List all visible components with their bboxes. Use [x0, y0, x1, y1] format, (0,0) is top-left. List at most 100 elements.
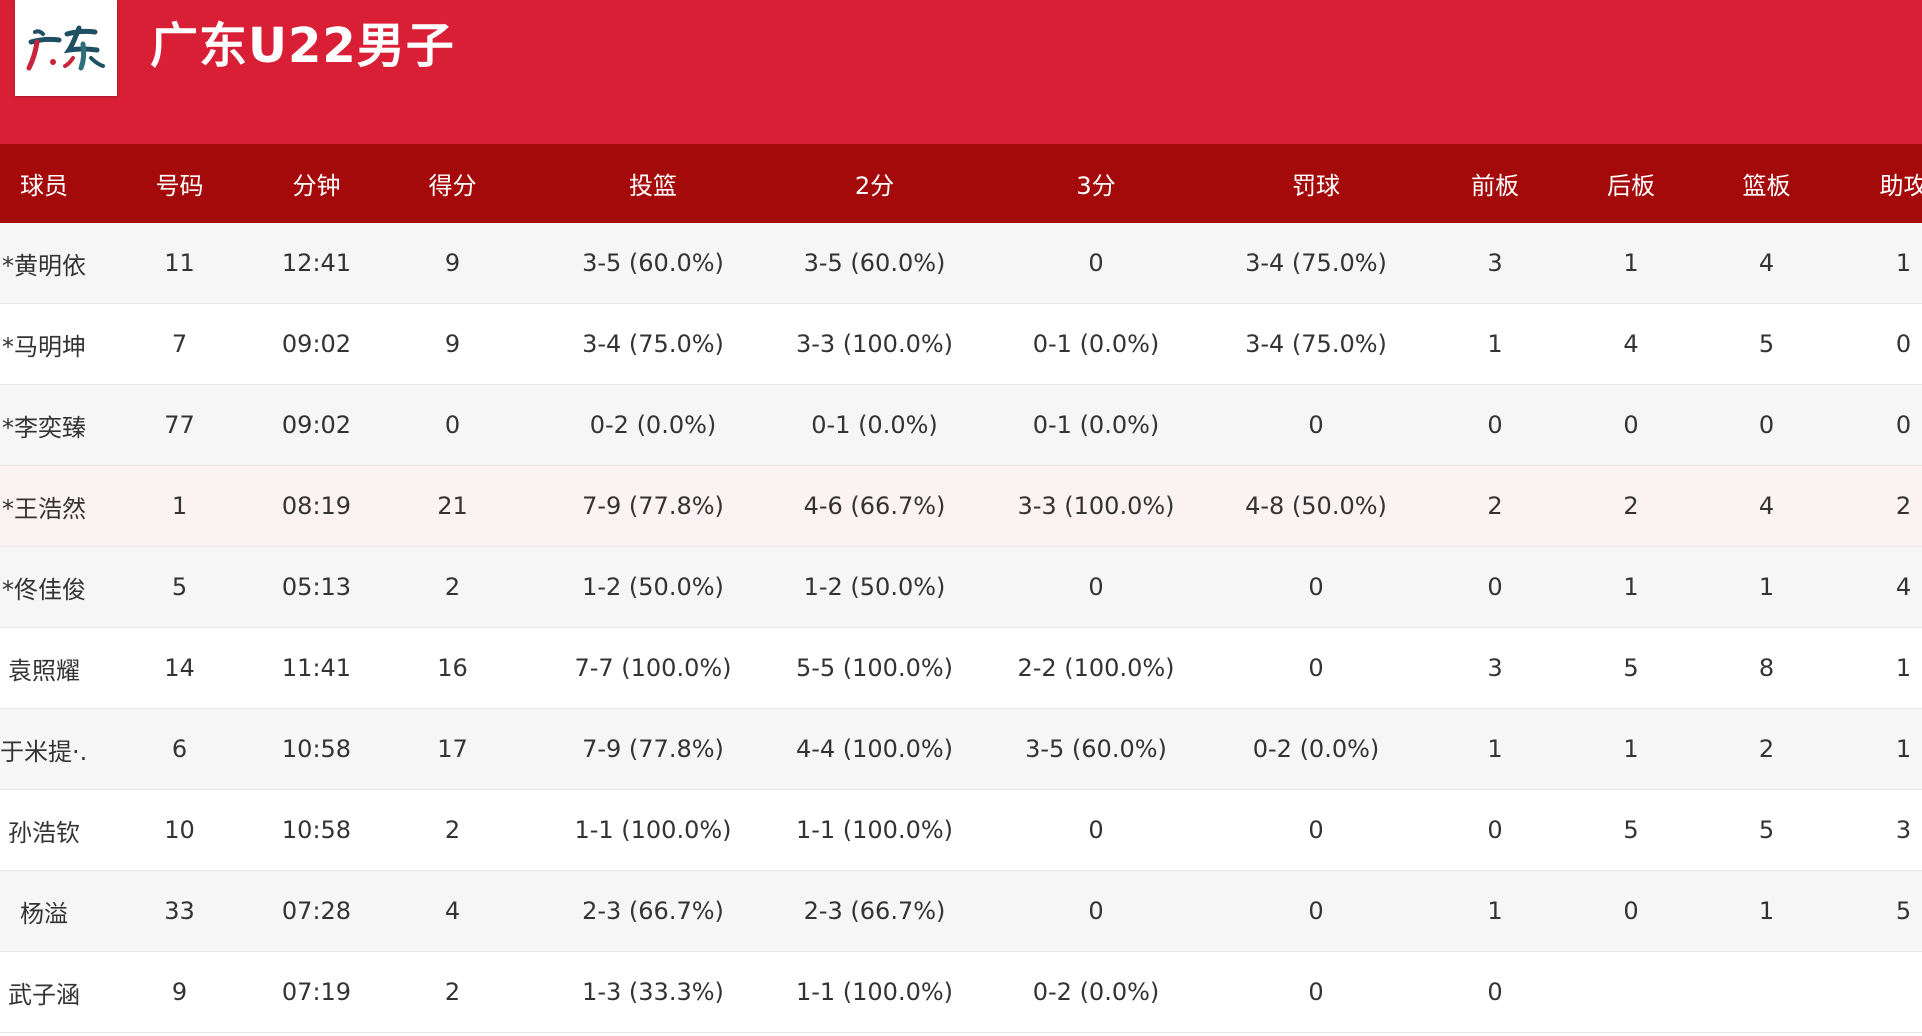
- stat-cell: 10: [88, 789, 271, 871]
- stat-cell: 5-5 (100.0%): [763, 627, 986, 709]
- player-row[interactable]: *佟佳俊 5 05:13 2 1-2 (50.0%) 1-2 (50.0%) 0 0 0 1 1 4: [0, 546, 1922, 628]
- stat-cell: 7-9 (77.8%): [543, 708, 763, 790]
- stat-cell: [1835, 951, 1922, 1033]
- stat-cell: 9: [88, 951, 271, 1033]
- stat-cell: 16: [362, 627, 543, 709]
- stat-cell: 3-5 (60.0%): [763, 223, 986, 304]
- stat-cell: 0: [986, 789, 1206, 871]
- stat-cell: 0: [1206, 627, 1426, 709]
- player-name-cell[interactable]: 孙浩钦: [0, 789, 88, 871]
- column-header[interactable]: 2分: [763, 144, 986, 223]
- stat-cell: 5: [1564, 627, 1698, 709]
- player-name-cell[interactable]: *佟佳俊: [0, 546, 88, 628]
- player-name-cell[interactable]: 袁照耀: [0, 627, 88, 709]
- stat-cell: 0-1 (0.0%): [986, 303, 1206, 385]
- stat-cell: 2-3 (66.7%): [763, 870, 986, 952]
- player-name-cell[interactable]: *李奕臻: [0, 384, 88, 466]
- stat-cell: 77: [88, 384, 271, 466]
- stat-cell: 3: [1426, 627, 1564, 709]
- column-header[interactable]: 分钟: [271, 144, 362, 223]
- stat-cell: 2: [1835, 465, 1922, 547]
- player-stats-table: 球员 号码 分钟 得分 投篮 2分 3分 罚球 前板 后板 篮板 助攻 *黄明依 11 12:41 9 3-5…: [0, 144, 1922, 1033]
- stat-cell: 0: [1206, 951, 1426, 1033]
- stat-cell: 3-3 (100.0%): [986, 465, 1206, 547]
- player-row[interactable]: 武子涵 9 07:19 2 1-3 (33.3%) 1-1 (100.0%) 0-2 (0.…: [0, 951, 1922, 1033]
- player-row[interactable]: 袁照耀 14 11:41 16 7-7 (100.0%) 5-5 (100.0%) 2-2 …: [0, 627, 1922, 709]
- stat-cell: 3-4 (75.0%): [1206, 223, 1426, 304]
- stat-cell: 0: [1426, 384, 1564, 466]
- stat-cell: 1-1 (100.0%): [543, 789, 763, 871]
- column-header[interactable]: 篮板: [1698, 144, 1835, 223]
- stat-cell: 2-2 (100.0%): [986, 627, 1206, 709]
- stat-cell: 0: [1564, 384, 1698, 466]
- column-header[interactable]: 助攻: [1835, 144, 1922, 223]
- stat-cell: 1: [1698, 870, 1835, 952]
- stat-cell: 5: [1564, 789, 1698, 871]
- column-header[interactable]: 投篮: [543, 144, 763, 223]
- column-header[interactable]: 罚球: [1206, 144, 1426, 223]
- stat-cell: 4: [362, 870, 543, 952]
- stat-cell: 3-5 (60.0%): [986, 708, 1206, 790]
- stat-cell: 3-4 (75.0%): [1206, 303, 1426, 385]
- stat-cell: 2: [1564, 465, 1698, 547]
- player-row[interactable]: 于米提·.. 6 10:58 17 7-9 (77.8%) 4-4 (100.0%) 3-5…: [0, 708, 1922, 790]
- stat-cell: 0: [1564, 870, 1698, 952]
- stat-cell: 1: [1835, 627, 1922, 709]
- stat-cell: 0: [1426, 789, 1564, 871]
- stat-cell: 0: [1698, 384, 1835, 466]
- stat-cell: 1: [1426, 708, 1564, 790]
- stat-cell: 1: [1426, 870, 1564, 952]
- stat-cell: 0: [1206, 789, 1426, 871]
- stat-cell: 17: [362, 708, 543, 790]
- stat-cell: 07:19: [271, 951, 362, 1033]
- player-name-cell[interactable]: 杨溢: [0, 870, 88, 952]
- player-row[interactable]: *马明坤 7 09:02 9 3-4 (75.0%) 3-3 (100.0%) 0-1 (0…: [0, 303, 1922, 385]
- player-row[interactable]: *王浩然 1 08:19 21 7-9 (77.8%) 4-6 (66.7%) 3-3 (1…: [0, 465, 1922, 547]
- stat-cell: 0: [362, 384, 543, 466]
- player-row[interactable]: 杨溢 33 07:28 4 2-3 (66.7%) 2-3 (66.7%) 0 0 1 0 1 5: [0, 870, 1922, 952]
- stat-cell: 1-3 (33.3%): [543, 951, 763, 1033]
- stat-cell: 33: [88, 870, 271, 952]
- table-header: 球员 号码 分钟 得分 投篮 2分 3分 罚球 前板 后板 篮板 助攻: [0, 144, 1922, 223]
- column-header[interactable]: 号码: [88, 144, 271, 223]
- stat-cell: 0: [986, 546, 1206, 628]
- stat-cell: 1: [1698, 546, 1835, 628]
- stat-cell: 0: [986, 870, 1206, 952]
- stat-cell: 0: [1206, 384, 1426, 466]
- team-name-title: 广东U22男子: [150, 18, 455, 74]
- stat-cell: 11: [88, 223, 271, 304]
- stat-cell: 4-8 (50.0%): [1206, 465, 1426, 547]
- stat-cell: 1: [1835, 708, 1922, 790]
- stat-cell: 0: [1426, 951, 1564, 1033]
- stat-cell: 1-2 (50.0%): [763, 546, 986, 628]
- player-row[interactable]: *黄明依 11 12:41 9 3-5 (60.0%) 3-5 (60.0%) 0 3-4 (…: [0, 223, 1922, 304]
- column-header[interactable]: 得分: [362, 144, 543, 223]
- stat-cell: 09:02: [271, 384, 362, 466]
- stat-cell: 0-2 (0.0%): [986, 951, 1206, 1033]
- column-header[interactable]: 3分: [986, 144, 1206, 223]
- player-name-cell[interactable]: 武子涵: [0, 951, 88, 1033]
- stat-cell: 0: [1206, 870, 1426, 952]
- column-header[interactable]: 球员: [0, 144, 88, 223]
- player-row[interactable]: 孙浩钦 10 10:58 2 1-1 (100.0%) 1-1 (100.0%) 0 0 0 5 5…: [0, 789, 1922, 871]
- stat-cell: 0-2 (0.0%): [543, 384, 763, 466]
- stat-cell: 1-2 (50.0%): [543, 546, 763, 628]
- player-name-cell[interactable]: *王浩然: [0, 465, 88, 547]
- player-name-cell[interactable]: 于米提·..: [0, 708, 88, 790]
- player-name-cell[interactable]: *马明坤: [0, 303, 88, 385]
- stat-cell: 1: [1564, 708, 1698, 790]
- player-row[interactable]: *李奕臻 77 09:02 0 0-2 (0.0%) 0-1 (0.0%) 0-1 (0.0…: [0, 384, 1922, 466]
- column-header[interactable]: 后板: [1564, 144, 1698, 223]
- stat-cell: 5: [1835, 870, 1922, 952]
- stat-cell: 0: [1426, 546, 1564, 628]
- stat-cell: 4: [1698, 465, 1835, 547]
- stat-cell: 07:28: [271, 870, 362, 952]
- stat-cell: [1698, 951, 1835, 1033]
- stat-cell: 0-1 (0.0%): [763, 384, 986, 466]
- stat-cell: 0-2 (0.0%): [1206, 708, 1426, 790]
- stat-cell: 0: [1835, 303, 1922, 385]
- stat-cell: 21: [362, 465, 543, 547]
- stat-cell: 1: [1564, 546, 1698, 628]
- column-header[interactable]: 前板: [1426, 144, 1564, 223]
- player-name-cell[interactable]: *黄明依: [0, 223, 88, 304]
